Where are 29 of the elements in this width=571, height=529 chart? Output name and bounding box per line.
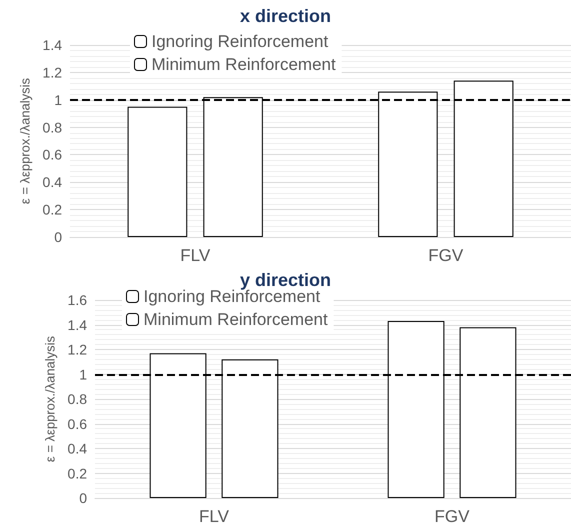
y-tick-label: 1.4 xyxy=(42,37,62,53)
y-tick-label: 0.2 xyxy=(68,465,88,482)
y-tick-label: 1 xyxy=(79,366,88,382)
x-tick-label: FLV xyxy=(180,246,211,265)
bar xyxy=(128,106,188,237)
legend-label: Minimum Reinforcement xyxy=(152,55,336,74)
y-tick-label: 0.6 xyxy=(68,416,88,432)
y-tick-label: 0.4 xyxy=(42,174,62,190)
y-tick-label: 0.6 xyxy=(42,146,62,163)
y-axis-title: ε = λεpprox./λanalysis xyxy=(42,335,58,462)
y-tick-label: 0.8 xyxy=(68,391,88,407)
legend-label: Ignoring Reinforcement xyxy=(152,32,328,51)
y-tick-label: 1.2 xyxy=(68,342,88,358)
y-tick-label: 1.2 xyxy=(42,64,62,80)
x-tick-label: FLV xyxy=(199,507,230,526)
y-tick-label: 1.6 xyxy=(68,292,88,308)
y-tick-label: 0 xyxy=(79,490,88,506)
legend-label: Minimum Reinforcement xyxy=(144,310,328,329)
chart-title: x direction xyxy=(240,6,332,26)
y-axis-title: ε = λεpprox./λanalysis xyxy=(18,77,33,204)
y-tick-label: 0 xyxy=(54,229,62,245)
x-tick-label: FGV xyxy=(434,507,470,526)
y-tick-label: 0.8 xyxy=(42,119,62,136)
y-tick-label: 0.4 xyxy=(68,440,88,456)
chart-title: y direction xyxy=(240,270,332,290)
y-tick-label: 1 xyxy=(54,92,62,108)
y-tick-label: 1.4 xyxy=(68,316,88,333)
y-tick-label: 0.2 xyxy=(42,202,62,218)
x-tick-label: FGV xyxy=(428,246,464,265)
